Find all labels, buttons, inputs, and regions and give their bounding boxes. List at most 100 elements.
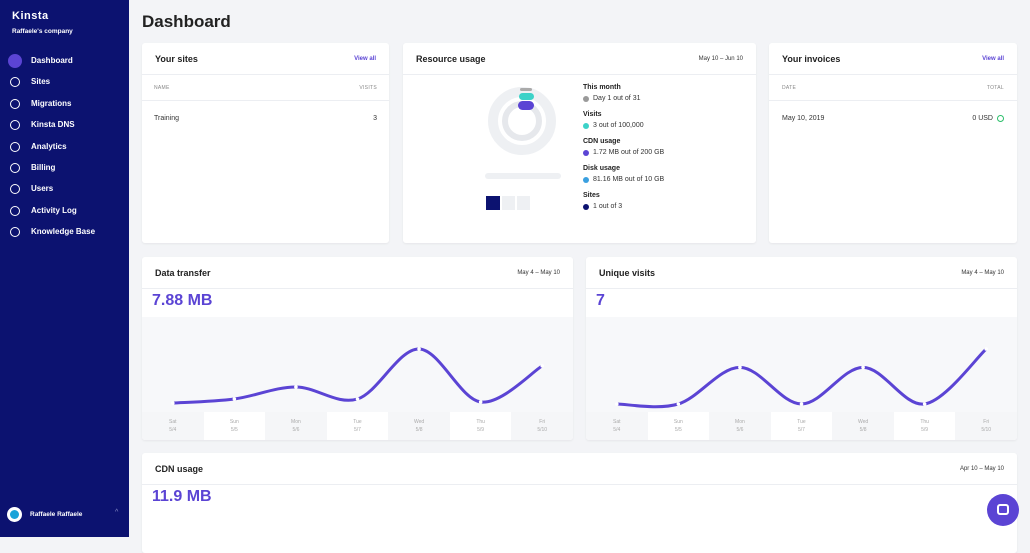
sidebar: Kinsta Raffaele's company Dashboard Sites… [0,0,129,537]
resource-item: Disk usage 81.16 MB out of 10 GB [583,165,664,183]
point [922,402,927,406]
col-header: VISITS [359,85,377,91]
nav-label: Activity Log [31,205,77,215]
day-label: Wed 5/8 [388,412,450,440]
nav-label: Migrations [31,98,72,108]
resource-value: 3 out of 100,000 [583,122,644,129]
resource-label: Sites [583,192,600,199]
card-title: Unique visits [599,268,656,278]
day-label: Thu 5/9 [893,412,956,440]
card-title: Resource usage [416,54,486,64]
day-label: Sat 5/4 [142,412,204,440]
nav-icon [10,141,20,152]
nav-icon [10,205,20,216]
view-all[interactable]: View all [982,56,1004,62]
resource-value: 1 out of 3 [583,203,622,210]
weekday: Mon [291,419,301,425]
cdn-total: 11.9 MB [152,488,212,505]
avatar[interactable] [7,507,22,522]
nav-item[interactable]: Knowledge Base [0,223,129,241]
date: 5/7 [798,427,805,433]
weekday: Mon [735,419,745,425]
day-label: Tue 5/7 [770,412,833,440]
nav-item[interactable]: Billing [0,159,129,177]
sites-card: Your sites View all NAME VISITS Training… [142,43,389,243]
date: 5/6 [736,427,744,433]
arc [518,101,534,110]
resource-label: Disk usage [583,165,620,172]
resource-value: Day 1 out of 31 [583,95,640,102]
unique-visits-card: Unique visits May 4 – May 10 7 Sat 5/4 Sun 5/5… [586,257,1017,440]
total: 7 [596,292,605,309]
resource-card: Resource usage May 10 – Jun 10 This mont… [403,43,756,243]
date: 5/8 [415,427,423,433]
nav-label: Dashboard [31,56,73,65]
divider [403,74,756,75]
nav-label: Billing [31,163,56,172]
nav-label: Sites [31,77,51,87]
resource-value: 81.16 MB out of 10 GB [583,176,664,183]
nav-item[interactable]: Activity Log [0,202,129,220]
date-range: May 10 – Jun 10 [698,56,743,62]
nav-item[interactable]: Analytics [0,138,129,156]
card-title: Data transfer [155,268,211,278]
col-header: NAME [154,85,170,91]
view-all[interactable]: View all [354,56,376,62]
ring [488,87,556,155]
nav-icon [10,98,20,109]
resource-label: CDN usage [583,138,621,145]
cdn-card: CDN usage Apr 10 – May 10 11.9 MB [142,453,1017,553]
point [355,397,360,401]
date: 5/5 [230,427,238,433]
chat-button[interactable] [987,494,1019,526]
plot-bg [586,317,1017,412]
divider [769,100,1017,101]
nav-item[interactable]: Sites [0,73,129,91]
weekday: Sun [229,419,239,425]
nav-label: Kinsta DNS [31,120,75,130]
day-label: Sat 5/4 [586,412,648,440]
resource-label: Visits [583,111,602,118]
weekday: Sun [673,419,683,425]
nav-label: Users [31,184,54,194]
invoice-total: 0 USD [972,115,993,122]
user-name[interactable]: Raffaele Raffaele [30,511,83,518]
point [294,385,298,389]
nav-icon [10,120,20,131]
date: 5/5 [674,427,682,433]
arc [519,93,534,100]
date: 5/6 [292,427,300,433]
usage-graphic [485,87,561,210]
nav-item[interactable]: Dashboard [0,52,129,70]
divider [142,288,573,289]
point [676,402,681,406]
site-link[interactable]: Training [154,115,180,122]
divider [769,74,1017,75]
resource-item: Sites 1 out of 3 [583,192,622,210]
weekday: Thu [920,419,929,425]
resource-item: CDN usage 1.72 MB out of 200 GB [583,138,664,156]
nav-icon [10,163,20,173]
chevron[interactable]: ^ [115,509,119,516]
nav-item[interactable]: Migrations [0,95,129,113]
nav-item[interactable]: Users [0,180,129,198]
bar-track [485,173,561,179]
weekday: Tue [797,419,806,425]
point [738,365,742,370]
site-visits: 3 [373,115,377,122]
nav-item[interactable]: Kinsta DNS [0,116,129,134]
nav-icon [10,184,20,195]
col-header: TOTAL [986,85,1004,91]
date: 5/4 [613,427,621,433]
date: 5/9 [477,427,485,433]
card-title: CDN usage [155,464,204,474]
nav-icon [8,54,22,68]
square [486,196,500,210]
divider [142,74,389,75]
date: 5/7 [354,427,361,433]
company: Raffaele's company [12,28,73,35]
day-label: Tue 5/7 [326,412,389,440]
day-label: Fri 5/10 [955,412,1017,440]
